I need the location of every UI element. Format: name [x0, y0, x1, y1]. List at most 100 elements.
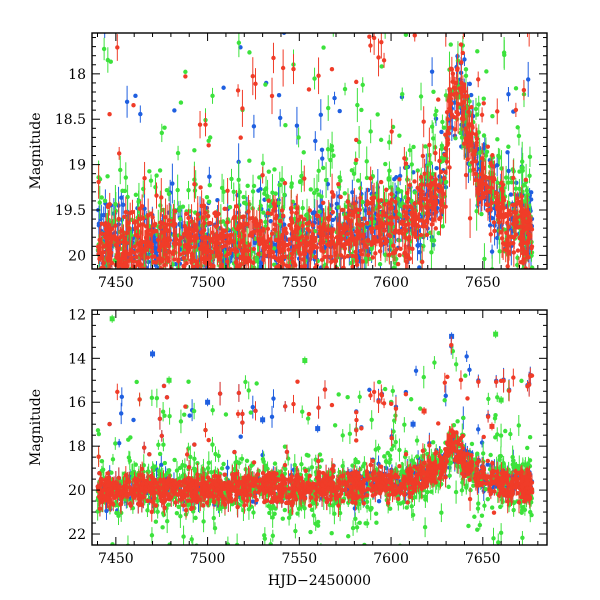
- data-point: [208, 135, 213, 140]
- data-point: [97, 200, 102, 205]
- data-point: [227, 204, 233, 210]
- data-point: [389, 129, 394, 134]
- data-point: [508, 212, 513, 217]
- plot-frame: [91, 32, 548, 270]
- data-point: [506, 224, 511, 229]
- data-point: [506, 168, 511, 174]
- data-point: [311, 190, 317, 196]
- data-point: [357, 207, 362, 213]
- data-point: [124, 99, 130, 104]
- data-point: [321, 200, 326, 205]
- data-point: [132, 244, 137, 249]
- data-point: [513, 202, 518, 207]
- data-point: [320, 232, 325, 237]
- data-point: [137, 286, 141, 290]
- data-point: [170, 278, 174, 282]
- data-point: [223, 270, 227, 274]
- data-point: [521, 251, 526, 256]
- data-point: [262, 187, 268, 193]
- data-point: [475, 189, 481, 194]
- data-point: [287, 223, 292, 228]
- data-point: [146, 305, 150, 309]
- data-point: [459, 135, 465, 140]
- data-point: [117, 312, 121, 316]
- data-point: [291, 66, 296, 72]
- data-point: [162, 276, 166, 280]
- data-point: [306, 228, 312, 233]
- data-point: [485, 208, 490, 213]
- data-point: [369, 246, 374, 251]
- data-point: [345, 253, 350, 259]
- data-point: [473, 132, 479, 137]
- data-point: [344, 4, 348, 8]
- data-point: [418, 174, 424, 180]
- data-point: [192, 188, 198, 193]
- data-point: [393, 199, 398, 205]
- data-point: [268, 270, 272, 274]
- data-point: [105, 235, 111, 240]
- data-point: [348, 285, 352, 289]
- data-point: [515, 125, 520, 130]
- data-point: [260, 236, 265, 241]
- data-point: [265, 210, 271, 216]
- data-point: [269, 231, 275, 236]
- data-point: [124, 240, 129, 246]
- data-point: [242, 248, 247, 254]
- data-point: [113, 223, 118, 228]
- data-point: [150, 304, 154, 308]
- data-point: [295, 20, 299, 24]
- data-point: [96, 179, 101, 185]
- data-point: [238, 255, 243, 261]
- data-point: [166, 191, 172, 197]
- data-point: [281, 248, 286, 253]
- data-point: [128, 247, 133, 253]
- data-point: [501, 50, 507, 55]
- data-point: [474, 136, 480, 142]
- data-point: [519, 10, 523, 14]
- data-point: [284, 263, 290, 269]
- data-point: [206, 199, 212, 204]
- data-point: [264, 193, 270, 199]
- data-point: [154, 173, 159, 178]
- data-point: [273, 237, 278, 243]
- data-point: [199, 230, 204, 235]
- data-point: [289, 184, 294, 189]
- data-point: [183, 69, 188, 75]
- data-point: [350, 190, 355, 195]
- data-point: [186, 248, 191, 253]
- data-point: [271, 55, 276, 61]
- data-point: [505, 237, 510, 243]
- data-point: [119, 263, 125, 268]
- data-point: [190, 293, 194, 297]
- data-point: [312, 76, 317, 81]
- data-point: [281, 227, 287, 232]
- data-point: [382, 236, 387, 241]
- data-point: [273, 191, 278, 196]
- data-point: [145, 255, 151, 260]
- data-point: [402, 204, 407, 209]
- data-point: [325, 242, 331, 247]
- data-point: [177, 295, 181, 299]
- data-point: [99, 221, 104, 226]
- data-point: [132, 250, 137, 255]
- data-point: [306, 249, 312, 254]
- data-point: [415, 185, 420, 191]
- data-point: [250, 189, 256, 194]
- data-point: [329, 66, 335, 72]
- x-tick-label: 7500: [190, 275, 226, 291]
- series-2: [95, 20, 535, 309]
- data-point: [448, 42, 453, 47]
- data-point: [241, 284, 245, 288]
- data-point: [150, 277, 154, 281]
- data-point: [266, 169, 272, 174]
- data-point: [350, 264, 355, 269]
- data-point: [301, 257, 306, 262]
- data-point: [362, 242, 368, 248]
- data-point: [479, 211, 484, 217]
- data-point: [299, 270, 303, 274]
- data-point: [419, 259, 425, 265]
- data-point: [116, 151, 122, 156]
- data-point: [136, 262, 141, 268]
- data-point: [256, 269, 260, 273]
- data-point: [278, 291, 282, 295]
